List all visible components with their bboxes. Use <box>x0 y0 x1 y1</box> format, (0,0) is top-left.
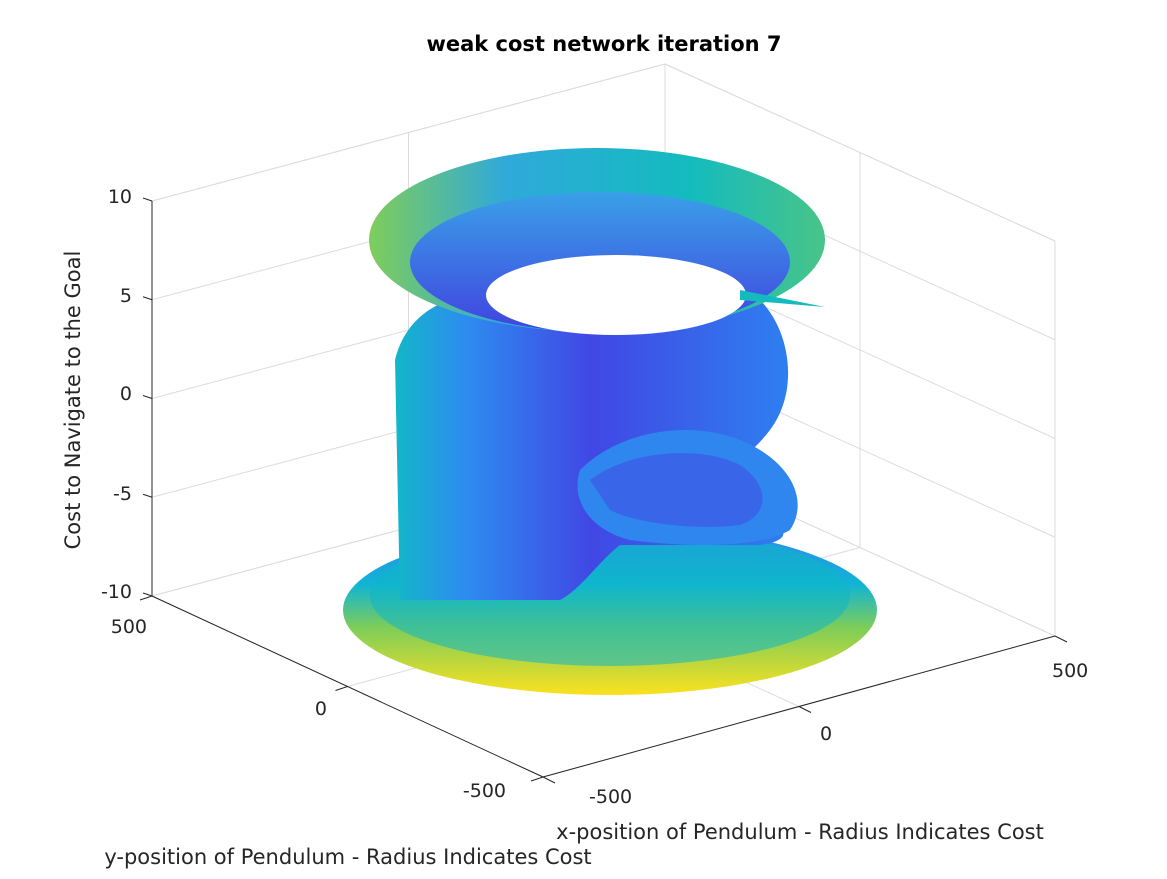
z-tick-label: 5 <box>120 285 132 307</box>
y-tick-mark <box>139 595 153 601</box>
z-tick-label: 10 <box>108 186 132 208</box>
surface-spiral-inner <box>590 453 763 527</box>
x-tick-mark <box>542 776 556 784</box>
x-tick-label: 500 <box>1052 660 1088 682</box>
z-tick-label: -10 <box>101 581 132 603</box>
box-edge <box>151 63 666 202</box>
x-axis-label: x-position of Pendulum - Radius Indicate… <box>556 820 1044 844</box>
z-tick-mark <box>142 493 153 498</box>
z-tick-mark <box>142 592 153 597</box>
z-tick-label: -5 <box>113 483 132 505</box>
z-tick-mark <box>142 296 153 301</box>
y-tick-mark <box>335 686 348 691</box>
chart-title: weak cost network iteration 7 <box>426 32 781 56</box>
surface-plot <box>343 148 877 695</box>
x-tick-label: -500 <box>589 786 632 808</box>
z-tick-mark <box>142 197 153 202</box>
y-tick-label: 500 <box>111 616 147 638</box>
y-tick-mark <box>530 776 544 782</box>
surface-top-hole <box>486 255 746 335</box>
y-tick-label: -500 <box>463 780 506 802</box>
x-tick-mark <box>1054 635 1068 643</box>
surface-top-fins <box>740 290 825 307</box>
box-edge <box>664 63 1056 242</box>
x-tick-mark <box>798 706 812 713</box>
z-tick-label: 0 <box>120 383 132 405</box>
y-tick-label: 0 <box>315 698 327 720</box>
x-tick-label: 0 <box>820 723 832 745</box>
z-tick-mark <box>142 395 153 399</box>
y-axis-label: y-position of Pendulum - Radius Indicate… <box>104 845 591 869</box>
z-axis-label: Cost to Navigate to the Goal <box>61 251 85 550</box>
